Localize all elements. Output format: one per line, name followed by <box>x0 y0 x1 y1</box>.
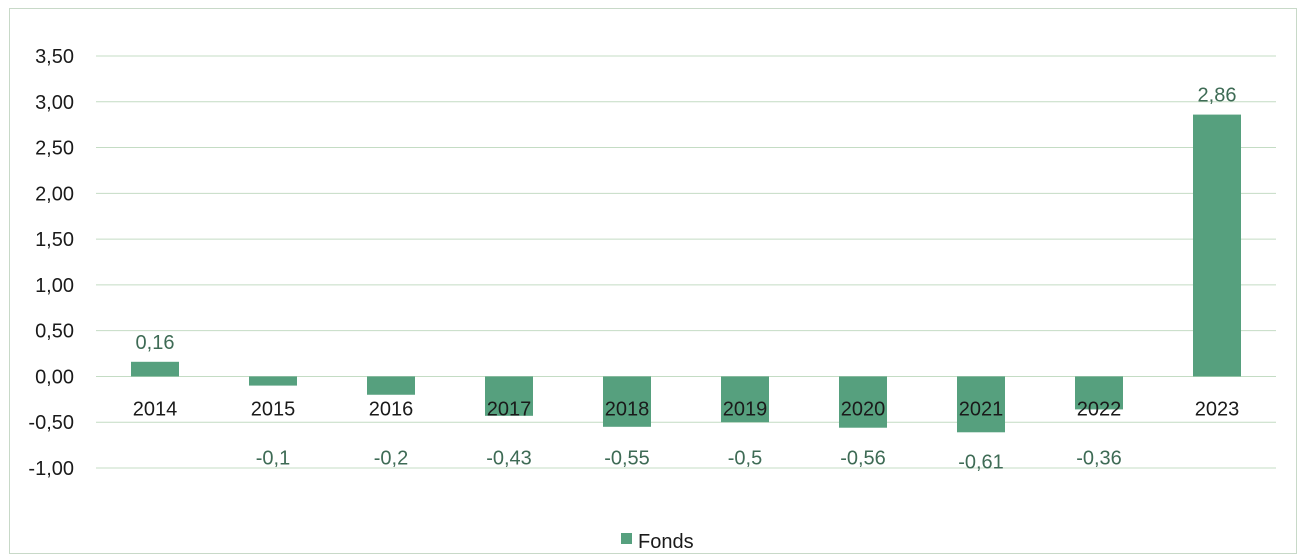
bar <box>131 361 179 377</box>
y-axis-ticks: 3,50 3,00 2,50 2,00 1,50 1,00 0,50 0,00 -0,50 -1,… <box>28 46 74 480</box>
y-tick-label: 0,50 <box>35 321 74 343</box>
x-tick-label: 2019 <box>723 398 768 420</box>
legend-label: Fonds <box>638 531 694 553</box>
y-tick-label: 2,50 <box>35 138 74 160</box>
bar <box>957 376 1005 433</box>
data-label: 2,86 <box>1198 85 1237 107</box>
data-label: -0,1 <box>256 447 290 469</box>
bar <box>367 376 415 395</box>
y-tick-label: -1,00 <box>28 458 74 480</box>
x-tick-label: 2017 <box>487 398 532 420</box>
x-tick-label: 2015 <box>251 398 296 420</box>
legend: Fonds <box>621 531 694 553</box>
y-tick-label: 2,00 <box>35 183 74 205</box>
bar <box>839 376 887 428</box>
x-tick-label: 2022 <box>1077 398 1122 420</box>
data-label: -0,55 <box>604 447 650 469</box>
y-tick-label: 0,00 <box>35 366 74 388</box>
x-tick-label: 2018 <box>605 398 650 420</box>
data-label: -0,5 <box>728 447 762 469</box>
data-label: -0,56 <box>840 447 886 469</box>
data-labels: 0,16 -0,1 -0,2 -0,43 -0,55 -0,5 -0,56 -0,61 -0,3… <box>136 85 1237 474</box>
bar <box>1193 114 1241 377</box>
bar <box>485 376 533 416</box>
y-tick-label: 1,00 <box>35 275 74 297</box>
bars <box>131 114 1241 433</box>
x-tick-label: 2021 <box>959 398 1004 420</box>
x-tick-label: 2014 <box>133 398 178 420</box>
bar <box>1075 376 1123 410</box>
data-label: -0,61 <box>958 451 1004 473</box>
y-tick-label: 3,50 <box>35 46 74 68</box>
data-label: -0,36 <box>1076 447 1122 469</box>
data-label: -0,2 <box>374 447 408 469</box>
y-tick-label: -0,50 <box>28 412 74 434</box>
bar <box>603 376 651 427</box>
data-label: 0,16 <box>136 332 175 354</box>
x-axis-labels: 2014 2015 2016 2017 2018 2019 2020 2021 2022 2023 <box>133 398 1240 420</box>
bar <box>249 376 297 386</box>
gridlines <box>96 55 1276 469</box>
bar <box>721 376 769 423</box>
y-tick-label: 1,50 <box>35 229 74 251</box>
y-tick-label: 3,00 <box>35 92 74 114</box>
legend-swatch <box>621 533 632 544</box>
data-label: -0,43 <box>486 447 532 469</box>
x-tick-label: 2023 <box>1195 398 1240 420</box>
x-tick-label: 2016 <box>369 398 414 420</box>
chart-frame <box>9 8 1297 554</box>
x-tick-label: 2020 <box>841 398 886 420</box>
